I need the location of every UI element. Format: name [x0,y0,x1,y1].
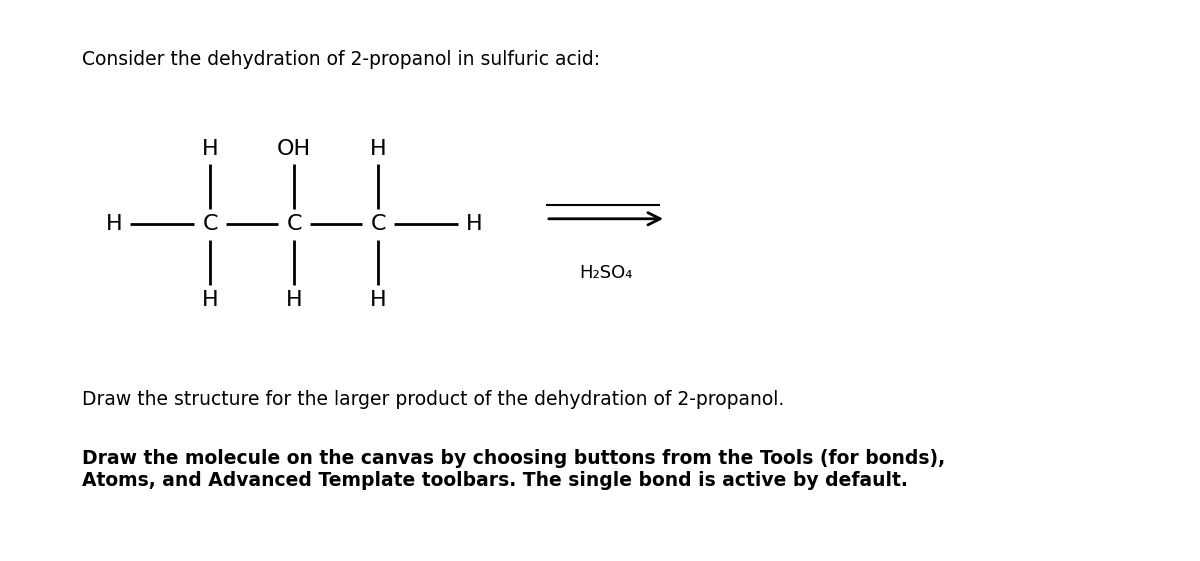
Text: H: H [286,290,302,310]
Text: H₂SO₄: H₂SO₄ [580,264,632,282]
Text: C: C [371,214,385,234]
Text: C: C [203,214,217,234]
Text: Draw the molecule on the canvas by choosing buttons from the Tools (for bonds),
: Draw the molecule on the canvas by choos… [82,449,944,490]
Text: OH: OH [277,139,311,159]
Text: H: H [106,214,122,234]
Text: H: H [202,290,218,310]
Text: Draw the structure for the larger product of the dehydration of 2-propanol.: Draw the structure for the larger produc… [82,390,784,409]
Text: H: H [202,139,218,159]
Text: H: H [370,139,386,159]
Text: Consider the dehydration of 2-propanol in sulfuric acid:: Consider the dehydration of 2-propanol i… [82,50,600,70]
Text: H: H [370,290,386,310]
Text: H: H [466,214,482,234]
Text: C: C [287,214,301,234]
